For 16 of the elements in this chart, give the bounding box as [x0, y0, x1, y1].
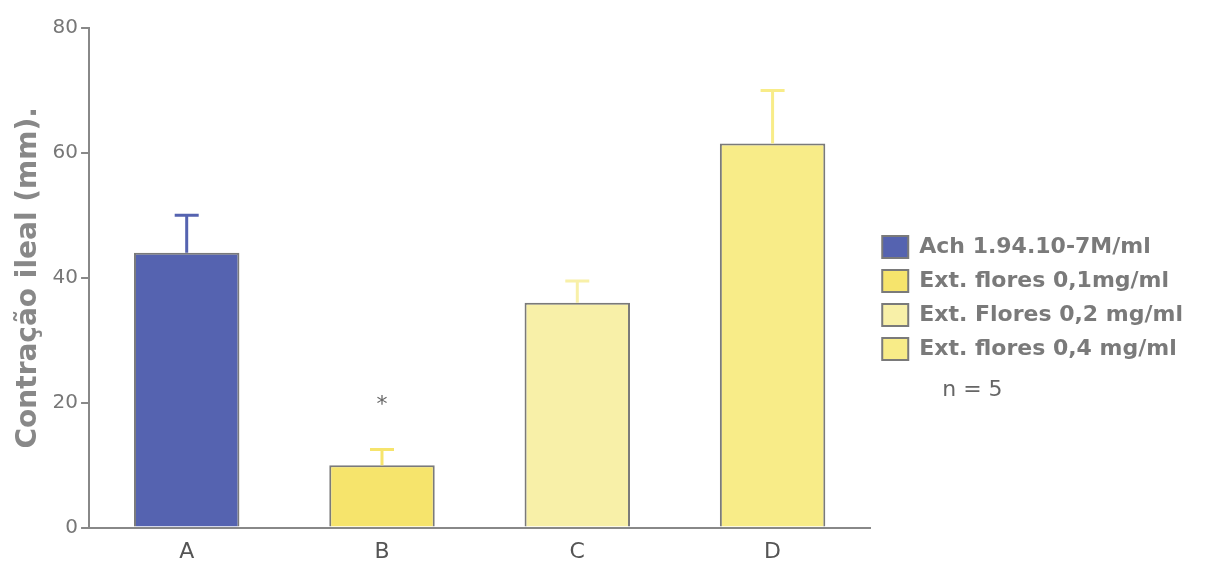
annotation: * [376, 390, 388, 416]
legend-label: Ext. flores 0,1mg/ml [919, 266, 1170, 292]
x-tick-label: B [374, 537, 390, 563]
text: n = 5 [942, 375, 1003, 401]
y-tick-label: 80 [52, 14, 79, 39]
y-tick-label: 20 [52, 388, 79, 413]
legend-label: Ext. Flores 0,2 mg/ml [919, 300, 1183, 326]
y-tick-label: 60 [52, 139, 79, 164]
x-tick-label: D [764, 537, 782, 563]
legend-label: Ach 1.94.10-7M/ml [919, 232, 1151, 258]
x-tick-label: A [179, 537, 195, 563]
y-tick-label: 0 [65, 513, 79, 538]
legend-label: Ext. flores 0,4 mg/ml [919, 334, 1177, 360]
y-axis-title: Contração ileal (mm). [10, 107, 44, 449]
x-tick-label: C [569, 537, 585, 563]
y-tick-label: 40 [52, 264, 79, 288]
